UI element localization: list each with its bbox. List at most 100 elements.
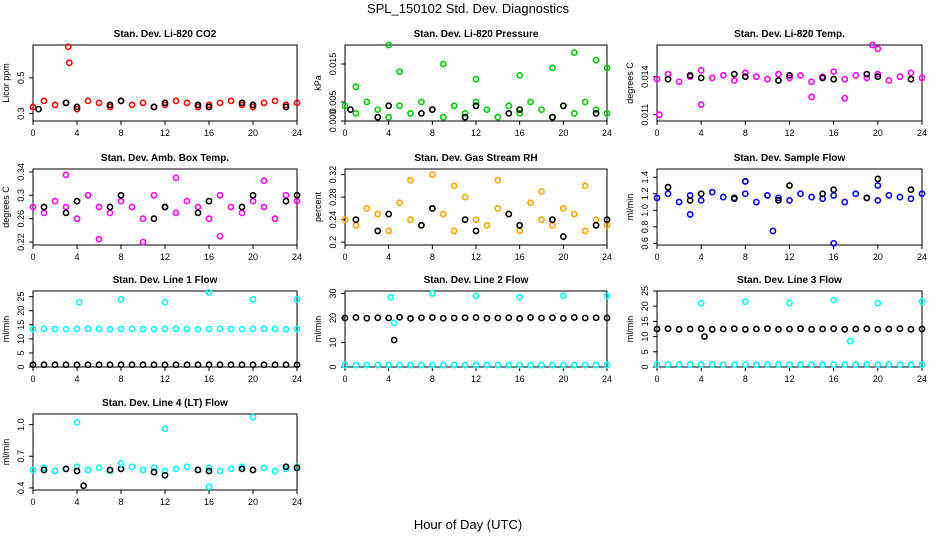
panel-8-title: Stan. Dev. Line 2 Flow bbox=[424, 275, 529, 286]
panel-9-xtick-label: 12 bbox=[784, 374, 794, 384]
panel-5-point bbox=[505, 210, 513, 218]
panel-10-xtick-label: 12 bbox=[160, 497, 170, 507]
panel-6-point bbox=[885, 192, 893, 199]
panel-9-point bbox=[852, 325, 860, 333]
panel-2-ylabel: kPa bbox=[313, 75, 323, 91]
panel-6-point bbox=[664, 183, 672, 191]
panel-5-point bbox=[549, 221, 556, 229]
panel-8-point bbox=[581, 361, 589, 369]
panel-8-point bbox=[363, 361, 371, 369]
panel-8-ylabel: ml/min bbox=[313, 316, 323, 343]
panel-9-point bbox=[907, 325, 915, 333]
panel-7-point bbox=[139, 325, 147, 333]
panel-4-point bbox=[249, 191, 257, 199]
panel-7-point bbox=[29, 361, 37, 369]
panel-1-point bbox=[150, 103, 158, 111]
panel-4-point bbox=[73, 197, 81, 205]
panel-7-point bbox=[161, 361, 169, 369]
panel-7-point bbox=[62, 325, 70, 333]
panel-3-point bbox=[830, 75, 838, 83]
panel-1-xtick-label: 24 bbox=[292, 128, 302, 138]
panel-5-point bbox=[581, 227, 589, 235]
panel-5-point bbox=[538, 188, 545, 195]
panel-8-point bbox=[428, 290, 436, 297]
panel-7-ytick-label: 5 bbox=[16, 350, 26, 355]
panel-8-xtick-label: 8 bbox=[430, 374, 435, 384]
panel-9-point bbox=[830, 296, 838, 304]
panel-3-point bbox=[808, 78, 815, 86]
panel-3-point bbox=[764, 75, 771, 83]
panel-8-point bbox=[570, 314, 578, 321]
panel-2-frame bbox=[344, 44, 608, 122]
panel-4-point bbox=[161, 203, 169, 211]
panel-4-series-2 bbox=[40, 191, 301, 223]
panel-4-point bbox=[29, 203, 37, 211]
panel-7-point bbox=[293, 325, 301, 333]
panel-4-xtick-label: 24 bbox=[292, 252, 302, 262]
panel-9-ylabel: ml/min bbox=[625, 316, 635, 343]
panel-9-point bbox=[730, 361, 738, 368]
panel-4-point bbox=[139, 215, 147, 223]
panel-8-point bbox=[505, 314, 513, 322]
panel-9-point bbox=[775, 325, 782, 333]
panel-8-xtick-label: 16 bbox=[515, 374, 525, 384]
panel-7-point bbox=[128, 325, 136, 333]
panel-5-point bbox=[428, 171, 436, 179]
panel-9-point bbox=[918, 361, 926, 368]
panel-9-point bbox=[819, 361, 827, 368]
panel-3-point bbox=[797, 72, 804, 79]
panel-4-point bbox=[216, 232, 224, 240]
panel-9-ytick-label: 20 bbox=[640, 301, 650, 311]
panel-9-point bbox=[664, 361, 672, 368]
panel-7-point bbox=[40, 361, 48, 369]
panel-6-point bbox=[786, 182, 793, 189]
panel-9-point bbox=[830, 361, 838, 368]
panel-4-point bbox=[62, 203, 70, 211]
panel-3-series-3 bbox=[655, 41, 882, 119]
panel-7-point bbox=[62, 361, 70, 369]
panel-3-point bbox=[686, 72, 694, 79]
panel-7-point bbox=[117, 296, 125, 303]
panel-1-title: Stan. Dev. Li-820 CO2 bbox=[114, 29, 217, 40]
panel-3-point bbox=[907, 75, 915, 83]
panel-8-point bbox=[559, 314, 567, 322]
panel-10-point bbox=[194, 466, 202, 474]
panel-1-point bbox=[62, 99, 70, 107]
panel-2-point bbox=[347, 106, 354, 113]
panel-2-xtick-label: 0 bbox=[342, 128, 347, 138]
panel-8-xtick-label: 24 bbox=[602, 374, 612, 384]
panel-5-xtick-label: 0 bbox=[342, 252, 347, 262]
panel-9-point bbox=[701, 333, 708, 340]
panel-8-point bbox=[570, 361, 578, 369]
panel-2-point bbox=[559, 102, 567, 110]
panel-1-xtick-label: 20 bbox=[248, 128, 258, 138]
x-axis-label: Hour of Day (UTC) bbox=[413, 517, 523, 532]
panel-8-point bbox=[483, 361, 491, 369]
panel-9-point bbox=[846, 337, 854, 345]
panel-9-point bbox=[719, 325, 727, 333]
panel-7-point bbox=[271, 325, 279, 333]
panel-1-xtick-label: 4 bbox=[74, 128, 79, 138]
panel-3-ytick-label: 0.014 bbox=[640, 65, 650, 88]
panel-7-point bbox=[227, 361, 235, 369]
panel-10-series-4 bbox=[80, 482, 87, 490]
panel-9-frame bbox=[656, 290, 923, 368]
panel-7-point bbox=[84, 361, 92, 369]
panel-2-point bbox=[549, 64, 556, 72]
panel-10-point bbox=[293, 464, 301, 472]
panel-6-point bbox=[863, 194, 871, 202]
panel-1-point bbox=[29, 103, 37, 111]
panel-7-point bbox=[150, 325, 158, 333]
panel-7-xtick-label: 20 bbox=[248, 374, 258, 384]
panel-9-point bbox=[686, 361, 694, 368]
panel-7-xtick-label: 12 bbox=[160, 374, 170, 384]
panel-9-ytick-label: 15 bbox=[640, 316, 650, 326]
panel-5-point bbox=[494, 205, 502, 212]
panel-7-ytick-label: 0 bbox=[16, 364, 26, 369]
panel-3-point bbox=[874, 73, 882, 81]
panel-10-ytick-label: 0.4 bbox=[16, 482, 26, 495]
panel-8-point bbox=[472, 292, 480, 300]
panel-5-point bbox=[538, 216, 545, 224]
panel-8-series-2 bbox=[341, 313, 611, 322]
panel-10-point bbox=[73, 419, 81, 426]
